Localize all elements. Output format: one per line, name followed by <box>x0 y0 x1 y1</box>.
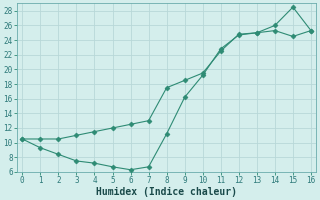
X-axis label: Humidex (Indice chaleur): Humidex (Indice chaleur) <box>96 186 237 197</box>
